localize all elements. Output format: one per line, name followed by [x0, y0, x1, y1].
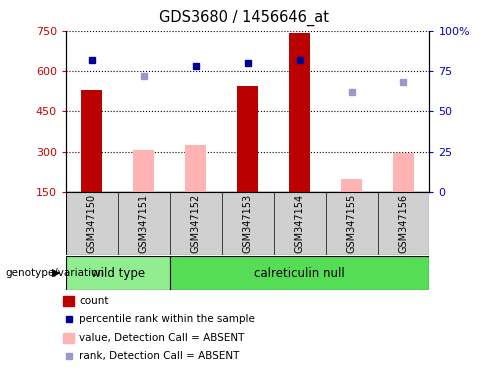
Text: GSM347156: GSM347156 — [399, 194, 408, 253]
Text: ▶: ▶ — [52, 268, 61, 278]
Text: percentile rank within the sample: percentile rank within the sample — [79, 314, 255, 324]
Bar — [133, 151, 154, 192]
Text: GSM347154: GSM347154 — [295, 194, 305, 253]
Bar — [289, 33, 310, 192]
Text: GSM347152: GSM347152 — [191, 194, 201, 253]
Text: GSM347151: GSM347151 — [139, 194, 149, 253]
Text: GSM347150: GSM347150 — [87, 194, 97, 253]
Text: GDS3680 / 1456646_at: GDS3680 / 1456646_at — [159, 10, 329, 26]
Text: wild type: wild type — [91, 266, 145, 280]
Bar — [185, 145, 206, 192]
Bar — [66, 256, 170, 290]
Text: GSM347153: GSM347153 — [243, 194, 253, 253]
Bar — [81, 90, 102, 192]
Bar — [393, 153, 414, 192]
Bar — [170, 256, 429, 290]
Text: GSM347155: GSM347155 — [346, 194, 357, 253]
Bar — [185, 189, 206, 192]
Text: calreticulin null: calreticulin null — [254, 266, 345, 280]
Text: rank, Detection Call = ABSENT: rank, Detection Call = ABSENT — [79, 351, 240, 361]
Text: value, Detection Call = ABSENT: value, Detection Call = ABSENT — [79, 333, 244, 343]
Text: count: count — [79, 296, 108, 306]
Text: genotype/variation: genotype/variation — [5, 268, 104, 278]
Bar — [237, 86, 258, 192]
Bar — [341, 179, 362, 192]
